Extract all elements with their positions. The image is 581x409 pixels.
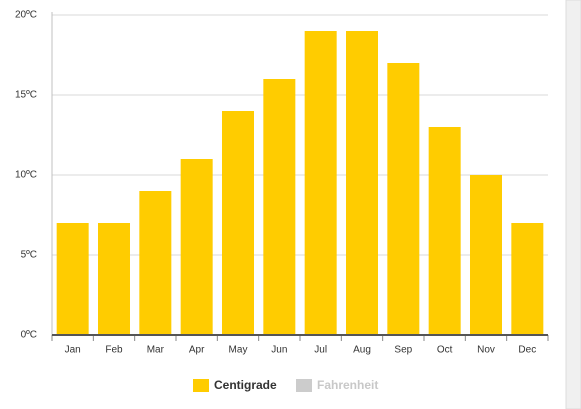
bar (139, 191, 172, 335)
y-tick-label: 5ºC (21, 250, 37, 261)
x-tick-label: Oct (437, 345, 453, 356)
x-tick-label: Apr (189, 345, 205, 356)
bar (470, 175, 502, 335)
x-tick-label: Nov (477, 345, 495, 356)
bar (180, 159, 213, 335)
y-tick-label: 0ºC (21, 330, 37, 341)
x-tick-label: Aug (353, 345, 371, 356)
x-tick-label: May (229, 345, 248, 356)
bar (387, 63, 420, 335)
x-tick-label: Jun (271, 345, 287, 356)
legend-label[interactable]: Fahrenheit (317, 378, 378, 392)
bar (428, 127, 461, 335)
bar (304, 31, 337, 335)
x-tick-label: Dec (518, 345, 536, 356)
bar (98, 223, 130, 335)
bar (263, 79, 296, 335)
y-tick-label: 15ºC (15, 90, 37, 101)
x-tick-label: Jul (314, 345, 327, 356)
scrollbar (565, 0, 581, 409)
y-tick-label: 10ºC (15, 170, 37, 181)
x-tick-label: Feb (105, 345, 123, 356)
x-tick-label: Sep (394, 345, 412, 356)
bar (346, 31, 378, 335)
x-tick-label: Jan (65, 345, 81, 356)
bar (56, 223, 89, 335)
x-tick-label: Mar (147, 345, 165, 356)
bar (222, 111, 254, 335)
y-tick-label: 20ºC (15, 10, 37, 21)
bar (511, 223, 544, 335)
legend-swatch[interactable] (193, 379, 209, 392)
legend-label[interactable]: Centigrade (214, 378, 277, 392)
legend-swatch[interactable] (296, 379, 312, 392)
